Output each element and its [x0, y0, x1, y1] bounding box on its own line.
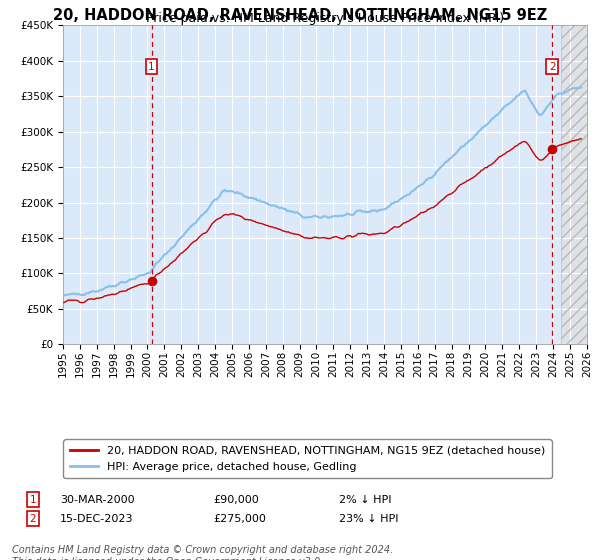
HPI: Average price, detached house, Gedling: (2e+03, 6.86e+04): Average price, detached house, Gedling: … — [59, 292, 67, 299]
HPI: Average price, detached house, Gedling: (2.03e+03, 3.62e+05): Average price, detached house, Gedling: … — [578, 84, 585, 91]
HPI: Average price, detached house, Gedling: (2e+03, 7.21e+04): Average price, detached house, Gedling: … — [83, 290, 91, 297]
20, HADDON ROAD, RAVENSHEAD, NOTTINGHAM, NG15 9EZ (detached house) — [234, 212, 241, 218]
20, HADDON ROAD, RAVENSHEAD, NOTTINGHAM, NG15 9EZ (detached house) — [71, 297, 78, 304]
Text: 1: 1 — [148, 62, 155, 72]
Text: 15-DEC-2023: 15-DEC-2023 — [60, 514, 133, 524]
Text: 2% ↓ HPI: 2% ↓ HPI — [339, 494, 391, 505]
Title: Price paid vs. HM Land Registry's House Price Index (HPI): Price paid vs. HM Land Registry's House … — [146, 12, 504, 25]
HPI: Average price, detached house, Gedling: (2.01e+03, 2.13e+05): Average price, detached house, Gedling: … — [233, 190, 240, 197]
20, HADDON ROAD, RAVENSHEAD, NOTTINGHAM, NG15 9EZ (detached house) — [286, 230, 293, 236]
Text: 2: 2 — [549, 62, 556, 72]
HPI: Average price, detached house, Gedling: (2.01e+03, 1.88e+05): Average price, detached house, Gedling: … — [284, 208, 292, 214]
Line: HPI: Average price, detached house, Gedling: HPI: Average price, detached house, Gedl… — [63, 87, 581, 296]
Legend: 20, HADDON ROAD, RAVENSHEAD, NOTTINGHAM, NG15 9EZ (detached house), HPI: Average: 20, HADDON ROAD, RAVENSHEAD, NOTTINGHAM,… — [64, 440, 551, 478]
20, HADDON ROAD, RAVENSHEAD, NOTTINGHAM, NG15 9EZ (detached house) — [79, 300, 86, 306]
Text: 1: 1 — [29, 494, 37, 505]
HPI: Average price, detached house, Gedling: (2.01e+03, 1.79e+05): Average price, detached house, Gedling: … — [324, 214, 331, 221]
20, HADDON ROAD, RAVENSHEAD, NOTTINGHAM, NG15 9EZ (detached house) — [59, 299, 67, 306]
Text: £90,000: £90,000 — [213, 494, 259, 505]
20, HADDON ROAD, RAVENSHEAD, NOTTINGHAM, NG15 9EZ (detached house) — [578, 136, 585, 142]
Text: 20, HADDON ROAD, RAVENSHEAD, NOTTINGHAM, NG15 9EZ: 20, HADDON ROAD, RAVENSHEAD, NOTTINGHAM,… — [53, 8, 547, 24]
20, HADDON ROAD, RAVENSHEAD, NOTTINGHAM, NG15 9EZ (detached house) — [505, 148, 512, 155]
HPI: Average price, detached house, Gedling: (2.02e+03, 3.37e+05): Average price, detached house, Gedling: … — [503, 102, 510, 109]
20, HADDON ROAD, RAVENSHEAD, NOTTINGHAM, NG15 9EZ (detached house) — [326, 235, 333, 242]
Line: 20, HADDON ROAD, RAVENSHEAD, NOTTINGHAM, NG15 9EZ (detached house): 20, HADDON ROAD, RAVENSHEAD, NOTTINGHAM,… — [63, 139, 581, 303]
Text: 2: 2 — [29, 514, 37, 524]
Text: £275,000: £275,000 — [213, 514, 266, 524]
Text: 23% ↓ HPI: 23% ↓ HPI — [339, 514, 398, 524]
Text: Contains HM Land Registry data © Crown copyright and database right 2024.
This d: Contains HM Land Registry data © Crown c… — [12, 545, 393, 560]
20, HADDON ROAD, RAVENSHEAD, NOTTINGHAM, NG15 9EZ (detached house) — [85, 296, 92, 302]
Text: 30-MAR-2000: 30-MAR-2000 — [60, 494, 134, 505]
HPI: Average price, detached house, Gedling: (2.03e+03, 3.62e+05): Average price, detached house, Gedling: … — [576, 85, 583, 91]
